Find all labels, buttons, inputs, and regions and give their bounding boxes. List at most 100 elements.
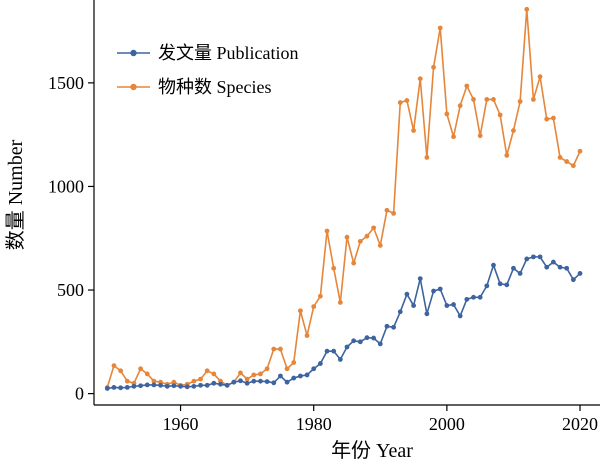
data-point bbox=[297, 373, 303, 379]
series-layer bbox=[104, 6, 583, 391]
data-point bbox=[537, 74, 543, 80]
data-point bbox=[264, 366, 270, 372]
legend-item: 物种数 Species bbox=[117, 77, 271, 97]
data-point bbox=[570, 277, 576, 283]
data-point bbox=[204, 368, 210, 374]
data-point bbox=[517, 99, 523, 104]
data-point bbox=[384, 207, 390, 213]
data-point bbox=[118, 385, 124, 391]
data-point bbox=[344, 344, 350, 350]
data-point bbox=[151, 378, 157, 384]
data-point bbox=[431, 64, 436, 70]
data-point bbox=[284, 379, 290, 385]
data-point bbox=[258, 371, 263, 377]
data-point bbox=[451, 302, 456, 307]
data-point bbox=[404, 291, 410, 297]
data-point bbox=[537, 254, 543, 260]
data-point bbox=[464, 296, 470, 302]
x-tick-label: 1960 bbox=[163, 414, 199, 434]
data-point bbox=[364, 335, 370, 341]
data-point bbox=[251, 378, 257, 384]
data-point bbox=[264, 379, 270, 384]
data-point bbox=[371, 225, 377, 231]
data-point bbox=[411, 128, 416, 133]
data-point bbox=[444, 303, 450, 308]
data-point bbox=[491, 97, 496, 102]
legend-label: 发文量 Publication bbox=[158, 43, 299, 63]
y-tick-label: 1000 bbox=[48, 176, 84, 196]
data-point bbox=[431, 288, 436, 294]
data-point bbox=[184, 384, 190, 390]
data-point bbox=[198, 376, 203, 382]
data-point bbox=[111, 384, 117, 390]
data-point bbox=[138, 366, 144, 372]
data-point bbox=[138, 383, 144, 389]
data-point bbox=[444, 111, 450, 117]
data-point bbox=[271, 346, 277, 352]
data-point bbox=[324, 228, 330, 234]
data-point bbox=[364, 233, 370, 239]
data-point bbox=[144, 371, 150, 377]
data-point bbox=[144, 382, 150, 388]
data-point bbox=[417, 276, 423, 282]
data-point bbox=[544, 116, 550, 122]
data-point bbox=[337, 300, 343, 305]
data-point bbox=[337, 357, 343, 362]
data-point bbox=[357, 339, 363, 345]
data-point bbox=[238, 370, 243, 376]
data-point bbox=[564, 265, 570, 271]
data-point bbox=[317, 361, 323, 366]
data-point bbox=[524, 6, 530, 12]
data-point bbox=[284, 366, 290, 372]
data-point bbox=[404, 98, 410, 103]
data-point bbox=[371, 335, 377, 341]
data-point bbox=[357, 238, 363, 244]
data-point bbox=[118, 368, 124, 374]
data-point bbox=[471, 294, 476, 300]
x-tick-label: 1980 bbox=[296, 414, 332, 434]
y-tick-label: 500 bbox=[57, 280, 84, 300]
x-tick-label: 2000 bbox=[429, 414, 465, 434]
data-point bbox=[238, 378, 243, 384]
data-point bbox=[424, 311, 430, 317]
data-point bbox=[278, 346, 283, 352]
data-point bbox=[531, 97, 536, 102]
data-point bbox=[577, 271, 583, 276]
data-point bbox=[557, 155, 563, 160]
data-point bbox=[331, 348, 337, 354]
data-point bbox=[244, 380, 250, 386]
data-point bbox=[391, 324, 397, 330]
data-point bbox=[124, 384, 130, 390]
data-point bbox=[570, 163, 576, 169]
data-point bbox=[124, 378, 130, 384]
data-point bbox=[351, 338, 357, 344]
data-point bbox=[211, 380, 217, 386]
data-point bbox=[224, 382, 230, 388]
y-axis-ticks: 0 500 1000 1500 bbox=[48, 73, 94, 404]
data-point bbox=[251, 372, 257, 378]
legend-label: 物种数 Species bbox=[158, 77, 271, 97]
data-point bbox=[437, 286, 443, 292]
data-point bbox=[377, 243, 383, 248]
x-axis-ticks: 1960 1980 2000 2020 bbox=[163, 405, 598, 434]
data-point bbox=[104, 386, 110, 391]
plot-axes bbox=[93, 0, 600, 406]
data-point bbox=[218, 381, 223, 387]
legend: 发文量 Publication 物种数 Species bbox=[117, 43, 299, 97]
y-axis-title: 数量 Number bbox=[4, 139, 27, 250]
data-point bbox=[457, 103, 463, 109]
data-point bbox=[311, 304, 317, 309]
data-point bbox=[511, 265, 516, 271]
data-point bbox=[411, 303, 416, 308]
data-point bbox=[191, 378, 197, 384]
data-point bbox=[304, 333, 310, 339]
data-point bbox=[311, 366, 317, 372]
data-point bbox=[577, 148, 583, 154]
data-point bbox=[211, 371, 217, 377]
data-point bbox=[244, 376, 250, 382]
data-point bbox=[384, 323, 390, 329]
data-point bbox=[198, 382, 203, 388]
data-point bbox=[524, 256, 530, 262]
data-point bbox=[164, 383, 170, 389]
